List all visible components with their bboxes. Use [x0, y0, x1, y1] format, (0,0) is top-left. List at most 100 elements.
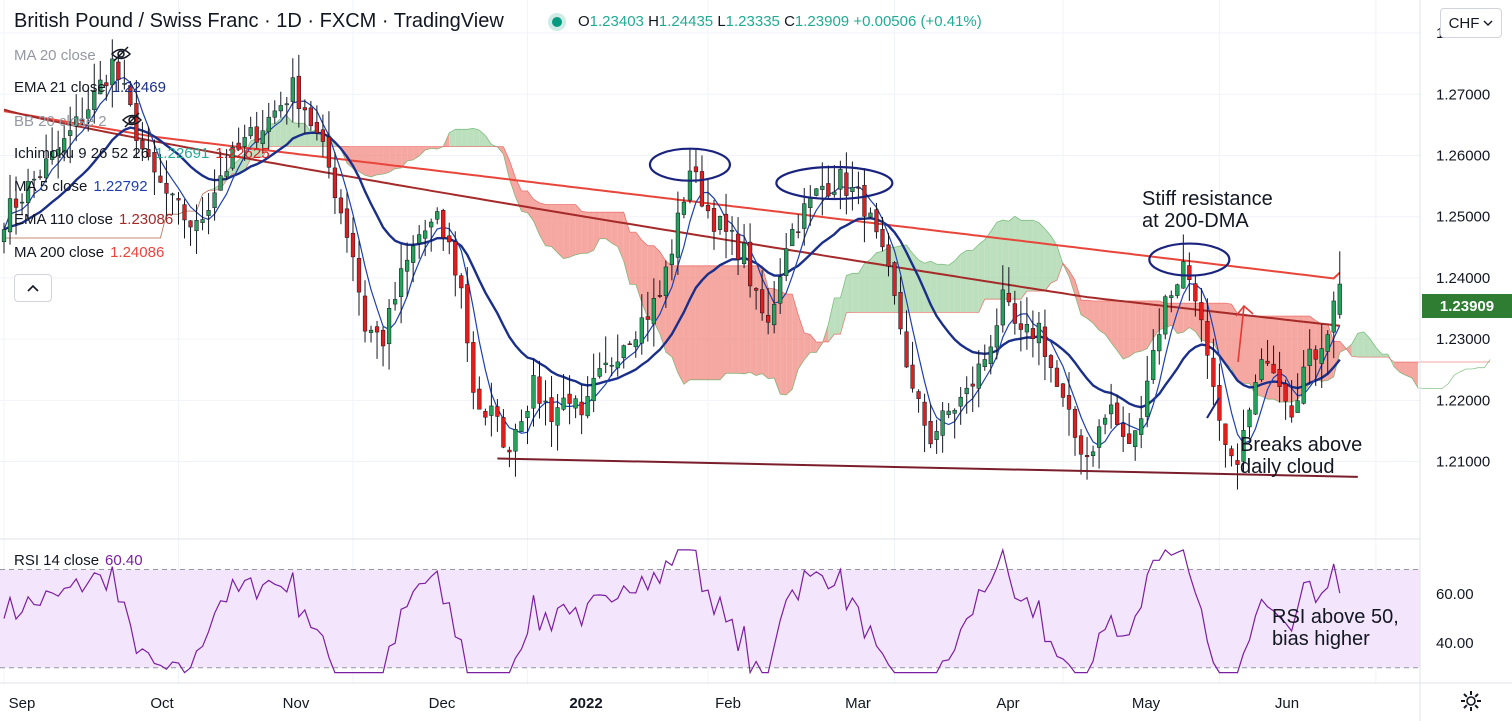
currency-selector[interactable]: CHF [1440, 8, 1502, 38]
cloud-segment [1219, 303, 1226, 364]
cloud-segment [1123, 300, 1130, 360]
candle-body [1024, 324, 1029, 333]
candle-body [320, 129, 326, 142]
highlight-ellipse [775, 165, 894, 201]
price-tick-label: 1.22000 [1436, 392, 1490, 409]
candle-body [399, 268, 404, 298]
candle-body [1078, 435, 1084, 455]
candle-body [741, 242, 747, 265]
candle-body [723, 213, 729, 232]
candle-body [1193, 283, 1198, 302]
candle-body [212, 192, 217, 209]
legend-ma200-label: MA 200 close [14, 244, 105, 261]
candle-body [380, 329, 386, 347]
candle-body [13, 198, 19, 208]
legend-ema21[interactable]: EMA 21 close 1.22469 [14, 79, 166, 96]
cloud-segment [1411, 362, 1418, 389]
candle-body [922, 401, 927, 426]
cloud-segment [1267, 316, 1274, 400]
legend-ma5[interactable]: MA 5 close 1.22792 [14, 178, 148, 195]
candle-body [423, 230, 428, 239]
candle-body [465, 284, 470, 344]
legend-ichimoku[interactable]: Ichimoku 9 26 52 26 1.22691 1.22625 [14, 145, 270, 162]
candle-body [501, 417, 506, 448]
candle-body [862, 185, 867, 217]
cloud-segment [1183, 303, 1190, 333]
gear-icon[interactable] [1460, 690, 1482, 717]
candle-body [705, 205, 711, 212]
legend-ema110-label: EMA 110 close [14, 211, 113, 228]
market-status-dot [552, 17, 562, 27]
cloud-segment [581, 211, 588, 254]
cloud-segment [395, 146, 402, 169]
cloud-segment [1026, 220, 1033, 292]
candle-body [128, 85, 133, 105]
legend-ema110[interactable]: EMA 110 close 1.23086 [14, 211, 173, 228]
annotation-marks [648, 147, 1254, 649]
legend-bb[interactable]: BB 20 close 2 [14, 112, 143, 132]
cloud-segment [750, 265, 757, 376]
cloud-segment [960, 250, 967, 313]
candle-body [368, 329, 374, 333]
candle-body [429, 221, 434, 228]
candle-body [657, 295, 662, 297]
cloud-segment [1153, 300, 1160, 339]
cloud-segment [304, 123, 311, 147]
cloud-segment [689, 265, 696, 380]
legend-rsi[interactable]: RSI 14 close 60.40 [14, 552, 143, 569]
candle-body [1229, 448, 1234, 457]
cloud-segment [714, 265, 721, 380]
cloud-segment [1135, 300, 1142, 353]
cloud-segment [942, 264, 949, 313]
cloud-segment [701, 265, 708, 380]
cloud-segment [978, 239, 985, 313]
cloud-segment [1375, 347, 1382, 358]
candle-body [44, 158, 49, 179]
candle-body [519, 421, 524, 432]
candle-body [1042, 326, 1048, 357]
candle-body [290, 77, 295, 102]
candle-body [1235, 460, 1240, 465]
legend-ma20[interactable]: MA 20 close [14, 46, 132, 66]
cloud-segment [599, 212, 606, 239]
candle-body [585, 396, 590, 417]
annotation-rsi: RSI above 50, bias higher [1272, 606, 1399, 650]
candle-body [886, 244, 891, 267]
cloud-segment [407, 146, 414, 162]
candle-body [1139, 418, 1144, 435]
legend-ma200[interactable]: MA 200 close 1.24086 [14, 244, 164, 261]
eye-off-icon[interactable] [121, 112, 143, 132]
collapse-legend-button[interactable] [14, 274, 52, 302]
eye-off-icon[interactable] [110, 46, 132, 66]
candle-body [543, 400, 548, 403]
cloud-segment [1050, 235, 1057, 284]
candle-body [892, 262, 897, 296]
candle-body [561, 397, 566, 410]
candle-body [844, 172, 849, 196]
candle-body [681, 201, 687, 215]
cloud-segment [732, 265, 739, 374]
breakout-arrow [1237, 305, 1245, 363]
candle-body [645, 316, 650, 320]
candle-body [1271, 363, 1276, 374]
cloud-segment [1369, 338, 1376, 358]
candle-body [717, 216, 723, 230]
cloud-segment [1093, 300, 1100, 331]
candle-body [1109, 404, 1114, 415]
candle-body [1307, 348, 1312, 366]
candle-body [1072, 408, 1078, 438]
cloud-segment [563, 204, 570, 259]
candle-body [218, 175, 223, 191]
cloud-segment [605, 212, 612, 244]
candle-body [573, 398, 578, 409]
candle-body [796, 231, 801, 233]
highlight-ellipse [1148, 242, 1231, 277]
candle-body [74, 116, 79, 127]
candle-body [98, 79, 103, 95]
candle-body [230, 147, 235, 169]
candle-body [820, 185, 825, 190]
candle-body [188, 220, 193, 228]
cloud-segment [1105, 300, 1112, 343]
candle-body [591, 377, 596, 402]
